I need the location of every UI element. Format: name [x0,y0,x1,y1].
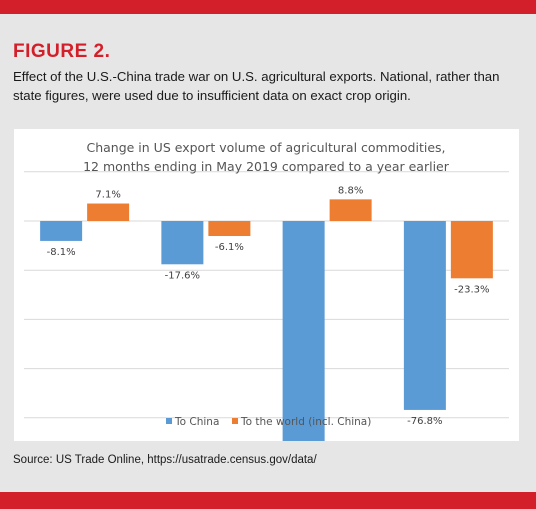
legend-swatch-china [166,418,172,424]
bar-china-4 [403,221,446,410]
source-note: Source: US Trade Online, https://usatrad… [13,454,317,466]
bottom-accent-bar [0,492,536,509]
data-label-world-4: -23.3% [454,284,489,295]
data-label-china-1: -8.1% [47,247,76,258]
bar-world-1 [87,203,130,221]
legend-label-china: To China [174,416,219,428]
chart-panel: Change in US export volume of agricultur… [14,129,519,441]
chart-title-line-1: Change in US export volume of agricultur… [86,140,445,155]
figure-label: FIGURE 2. [13,41,111,62]
data-label-world-1: 7.1% [95,190,120,201]
bar-china-3 [282,221,325,441]
top-accent-bar [0,0,536,14]
data-label-world-3: 8.8% [338,185,363,196]
bar-china-1 [40,221,83,241]
figure-caption: Effect of the U.S.-China trade war on U.… [13,69,500,103]
legend-label-world: To the world (incl. China) [240,416,371,428]
bar-world-4 [450,221,493,279]
legend-swatch-world [232,418,238,424]
data-label-china-4: -76.8% [407,416,442,427]
bar-chart: Change in US export volume of agricultur… [24,140,509,441]
bar-world-2 [208,221,251,237]
data-label-china-2: -17.6% [165,270,200,281]
bar-china-2 [161,221,204,265]
chart-title-line-2: 12 months ending in May 2019 compared to… [83,159,450,174]
data-label-world-2: -6.1% [215,242,244,253]
bar-world-3 [329,199,372,221]
